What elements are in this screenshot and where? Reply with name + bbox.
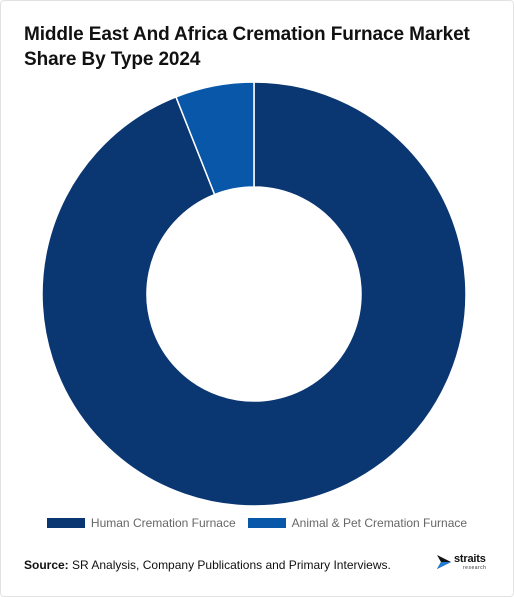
logo-mark-icon [437, 555, 451, 569]
source-note: Source: SR Analysis, Company Publication… [24, 558, 391, 572]
donut-slice-animal-pet[interactable] [174, 81, 255, 196]
legend-item-human[interactable]: Human Cremation Furnace [46, 516, 236, 530]
legend-label-animal: Animal & Pet Cremation Furnace [291, 516, 468, 530]
legend-item-animal[interactable]: Animal & Pet Cremation Furnace [247, 516, 468, 530]
logo-text: straits [454, 553, 486, 565]
logo-subtext: research [463, 565, 487, 571]
donut-slice-human[interactable] [41, 81, 467, 507]
legend-swatch-human [46, 518, 85, 528]
legend: Human Cremation Furnace Animal & Pet Cre… [0, 516, 514, 530]
legend-swatch-animal [247, 518, 286, 528]
legend-label-human: Human Cremation Furnace [90, 516, 236, 530]
donut-chart [41, 81, 467, 507]
source-text: SR Analysis, Company Publications and Pr… [72, 558, 391, 572]
straits-research-logo: straits research [436, 552, 496, 574]
chart-title: Middle East And Africa Cremation Furnace… [24, 24, 470, 70]
source-label: Source: [24, 558, 69, 572]
